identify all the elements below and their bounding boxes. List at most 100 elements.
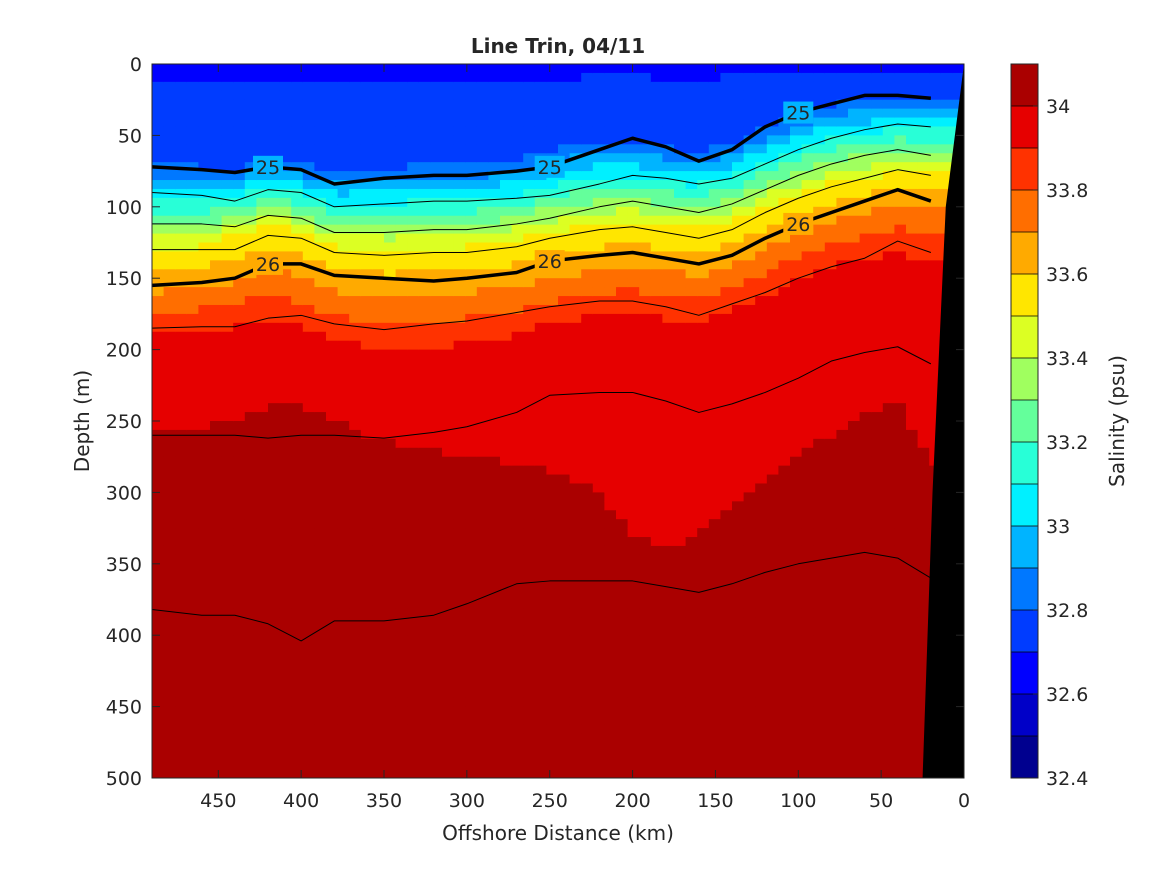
salinity-cell [720, 474, 733, 485]
salinity-cell [244, 528, 257, 538]
salinity-cell [488, 581, 501, 592]
salinity-cell [233, 742, 246, 752]
salinity-cell [824, 394, 837, 404]
salinity-cell [418, 162, 431, 172]
salinity-cell [720, 751, 733, 761]
salinity-cell [430, 162, 443, 172]
salinity-cell [244, 510, 257, 520]
salinity-cell [616, 679, 629, 690]
salinity-cell [372, 412, 385, 422]
salinity-cell [210, 465, 223, 476]
salinity-cell [732, 385, 745, 395]
salinity-cell [662, 510, 675, 520]
salinity-cell [708, 385, 721, 395]
salinity-cell [488, 635, 501, 645]
salinity-cell [337, 554, 350, 565]
salinity-cell [198, 135, 211, 145]
salinity-cell [268, 206, 281, 217]
salinity-cell [639, 492, 652, 502]
salinity-cell [488, 376, 501, 386]
salinity-cell [198, 385, 211, 395]
salinity-cell [233, 635, 246, 645]
salinity-cell [859, 733, 872, 743]
salinity-cell [326, 242, 339, 253]
salinity-cell [198, 171, 211, 181]
salinity-cell [372, 287, 385, 297]
salinity-cell [604, 349, 617, 360]
salinity-cell [813, 260, 826, 270]
salinity-cell [349, 215, 362, 226]
salinity-cell [824, 180, 837, 190]
salinity-cell [650, 769, 663, 778]
salinity-cell [465, 135, 478, 145]
salinity-cell [743, 447, 756, 458]
salinity-cell [685, 617, 698, 627]
salinity-cell [291, 126, 304, 136]
salinity-cell [453, 742, 466, 752]
salinity-cell [372, 322, 385, 333]
salinity-cell [244, 108, 257, 119]
salinity-cell [465, 563, 478, 574]
salinity-cell [500, 72, 513, 83]
salinity-cell [708, 331, 721, 342]
salinity-cell [616, 421, 629, 431]
salinity-cell [152, 456, 165, 467]
salinity-cell [743, 385, 756, 395]
salinity-cell [186, 742, 199, 752]
salinity-cell [337, 608, 350, 618]
salinity-cell [755, 697, 768, 708]
salinity-cell [407, 545, 420, 556]
salinity-cell [801, 367, 814, 377]
salinity-cell [824, 385, 837, 395]
salinity-cell [244, 742, 257, 752]
salinity-cell [442, 465, 455, 476]
salinity-cell [418, 697, 431, 708]
salinity-cell [395, 215, 408, 226]
salinity-cell [210, 456, 223, 467]
salinity-cell [152, 108, 165, 119]
salinity-cell [349, 519, 362, 529]
salinity-cell [453, 412, 466, 422]
salinity-cell [244, 99, 257, 110]
salinity-cell [314, 269, 327, 279]
salinity-cell [221, 724, 234, 734]
salinity-cell [592, 510, 605, 520]
salinity-cell [349, 81, 362, 92]
salinity-cell [639, 483, 652, 493]
salinity-cell [175, 251, 188, 261]
salinity-cell [558, 510, 571, 520]
salinity-cell [268, 679, 281, 690]
salinity-cell [418, 278, 431, 288]
salinity-cell [476, 572, 489, 583]
salinity-cell [534, 590, 547, 601]
salinity-cell [395, 126, 408, 136]
salinity-cell [210, 180, 223, 190]
salinity-cell [360, 447, 373, 458]
salinity-cell [395, 599, 408, 610]
salinity-cell [256, 349, 269, 360]
salinity-cell [824, 528, 837, 538]
salinity-cell [233, 769, 246, 778]
salinity-cell [581, 180, 594, 190]
salinity-cell [813, 349, 826, 360]
salinity-cell [836, 697, 849, 708]
salinity-cell [488, 340, 501, 351]
salinity-cell [558, 635, 571, 645]
salinity-cell [720, 278, 733, 288]
salinity-cell [163, 90, 176, 101]
salinity-cell [314, 769, 327, 778]
salinity-cell [778, 715, 791, 726]
salinity-cell [732, 626, 745, 636]
salinity-cell [418, 358, 431, 369]
salinity-cell [581, 331, 594, 342]
salinity-cell [592, 465, 605, 476]
salinity-cell [326, 340, 339, 351]
salinity-cell [175, 635, 188, 645]
salinity-cell [326, 537, 339, 547]
salinity-cell [337, 180, 350, 190]
salinity-cell [476, 242, 489, 253]
salinity-cell [766, 367, 779, 377]
salinity-cell [314, 412, 327, 422]
salinity-cell [627, 108, 640, 119]
salinity-cell [824, 510, 837, 520]
